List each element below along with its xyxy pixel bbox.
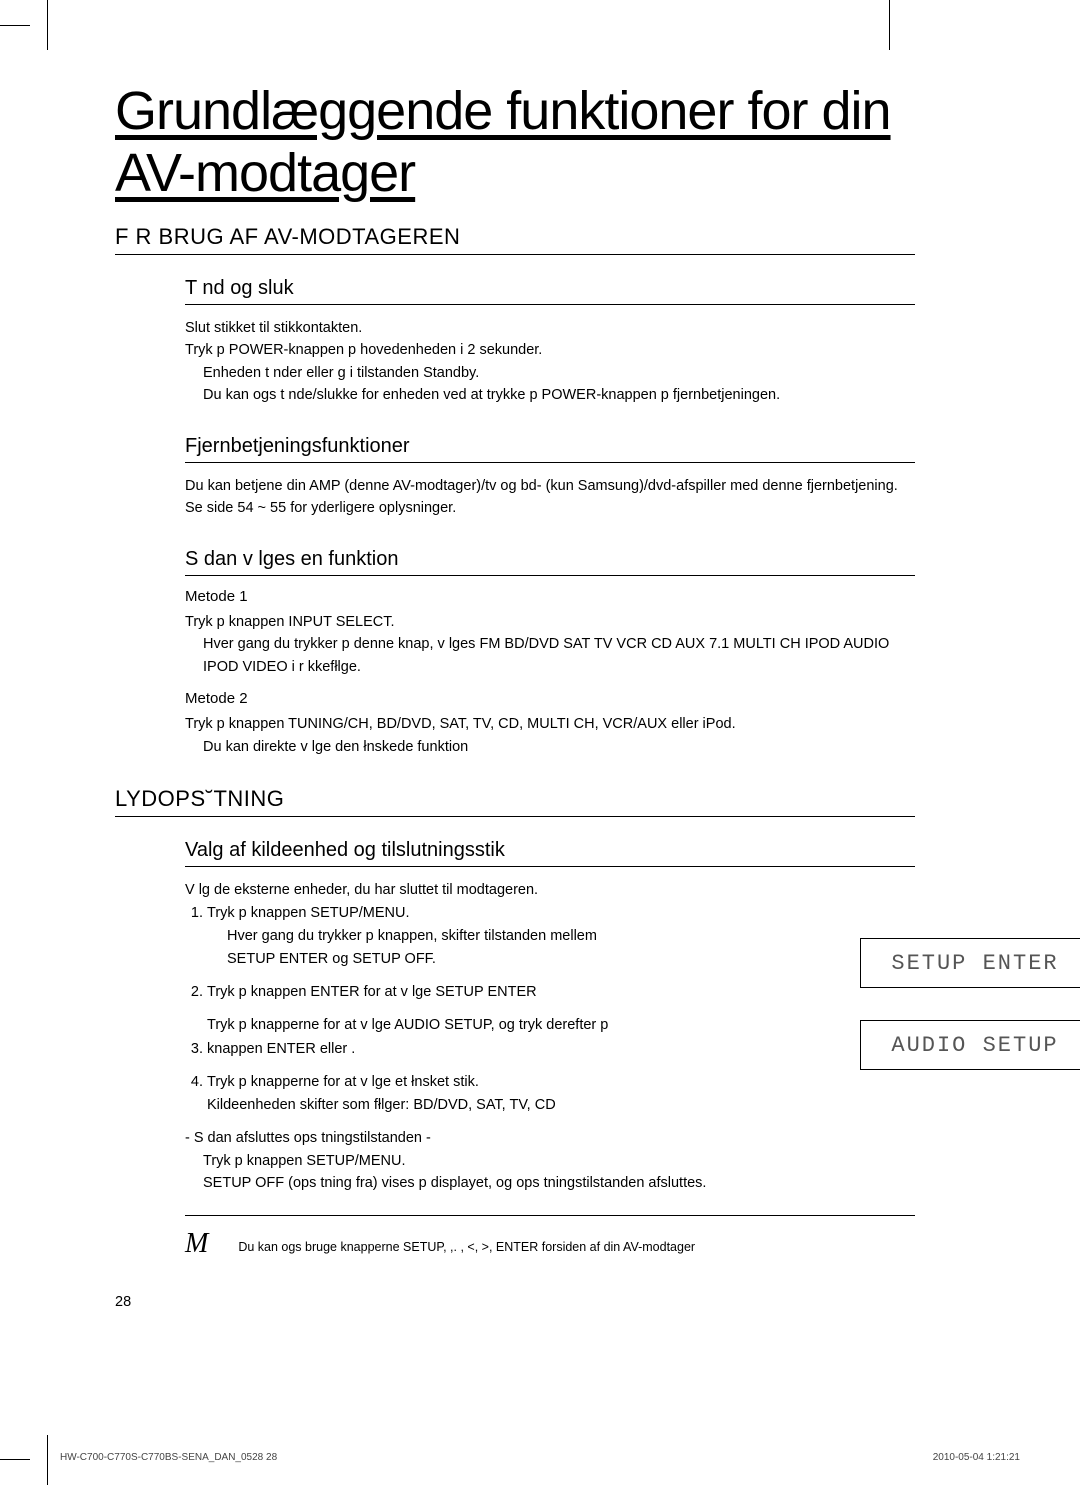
body-text: Tryk p knappen INPUT SELECT.	[185, 611, 915, 633]
lcd-display: AUDIO SETUP	[860, 1020, 1080, 1070]
lcd-text: AUDIO SETUP	[891, 1033, 1058, 1058]
crop-mark	[47, 1435, 48, 1485]
list-text: Tryk p knappen SETUP/MENU.	[207, 905, 410, 921]
subsection-heading: S dan v lges en funktion	[185, 548, 915, 576]
body-text: V lg de eksterne enheder, du har sluttet…	[185, 879, 915, 901]
section-heading: LYDOPS˘TNING	[115, 786, 915, 817]
footer-right: 2010-05-04 1:21:21	[933, 1452, 1020, 1463]
body-text: Tryk p knappen SETUP/MENU.	[185, 1150, 915, 1172]
page-title: Grundlæggende funktioner for din AV-modt…	[115, 80, 915, 204]
body-text: Du kan ogs t nde/slukke for enheden ved …	[185, 384, 915, 406]
footer-left: HW-C700-C770S-C770BS-SENA_DAN_0528 28	[60, 1452, 277, 1463]
page-content: Grundlæggende funktioner for din AV-modt…	[115, 80, 915, 1288]
note-text: Du kan ogs bruge knapperne SETUP, ,. , <…	[238, 1228, 695, 1254]
body-text: Tryk p POWER-knappen p hovedenheden i 2 …	[185, 339, 915, 361]
subsection-heading: Valg af kildeenhed og tilslutningsstik	[185, 839, 915, 867]
subsection-tnd-og-sluk: T nd og sluk Slut stikket til stikkontak…	[185, 277, 915, 407]
body-text: - S dan afsluttes ops tningstilstanden -	[185, 1127, 915, 1149]
body-text: SETUP OFF (ops tning fra) vises p displa…	[185, 1172, 915, 1194]
list-item: Tryk p knappen SETUP/MENU. Hver gang du …	[207, 902, 915, 972]
list-text: Tryk p knappen ENTER for at v lge SETUP …	[207, 984, 537, 1000]
note-icon: M	[185, 1228, 208, 1260]
crop-mark	[0, 1459, 30, 1460]
subsection-heading: Fjernbetjeningsfunktioner	[185, 435, 915, 463]
body-text: Enheden t nder eller g i tilstanden Stan…	[185, 362, 915, 384]
crop-mark	[0, 25, 30, 26]
crop-mark	[47, 0, 48, 50]
method-label: Metode 2	[185, 690, 915, 707]
lcd-display: SETUP ENTER	[860, 938, 1080, 988]
subsection-fjernbetjening: Fjernbetjeningsfunktioner Du kan betjene…	[185, 435, 915, 520]
list-subtext: Kildeenheden skifter som fłlger: BD/DVD,…	[207, 1094, 915, 1117]
body-text: Slut stikket til stikkontakten.	[185, 317, 915, 339]
method-label: Metode 1	[185, 588, 915, 605]
section-heading: F R BRUG AF AV-MODTAGEREN	[115, 224, 915, 255]
list-item: Tryk p knappen ENTER for at v lge SETUP …	[207, 981, 915, 1004]
body-text: Du kan betjene din AMP (denne AV-modtage…	[185, 475, 915, 520]
list-text: Tryk p knapperne for at v lge et łnsket …	[207, 1074, 479, 1090]
body-text: Hver gang du trykker p denne knap, v lge…	[185, 633, 915, 678]
crop-mark	[889, 0, 890, 50]
note-row: M Du kan ogs bruge knapperne SETUP, ,. ,…	[185, 1228, 915, 1260]
body-text: Tryk p knappen TUNING/CH, BD/DVD, SAT, T…	[185, 713, 915, 735]
subsection-funktion: S dan v lges en funktion Metode 1 Tryk p…	[185, 548, 915, 758]
subsection-heading: T nd og sluk	[185, 277, 915, 305]
list-item: Tryk p knapperne for at v lge AUDIO SETU…	[207, 1014, 915, 1060]
list-subtext: Hver gang du trykker p knappen, skifter …	[207, 925, 627, 971]
body-text: Du kan direkte v lge den łnskede funktio…	[185, 736, 915, 758]
lcd-text: SETUP ENTER	[891, 951, 1058, 976]
page-number: 28	[115, 1294, 131, 1310]
subsection-kildeenhed: Valg af kildeenhed og tilslutningsstik V…	[185, 839, 915, 1259]
numbered-list: Tryk p knappen SETUP/MENU. Hver gang du …	[185, 902, 915, 1118]
divider	[185, 1215, 915, 1216]
list-text: Tryk p knapperne for at v lge AUDIO SETU…	[207, 1014, 627, 1060]
list-item: Tryk p knapperne for at v lge et łnsket …	[207, 1071, 915, 1117]
